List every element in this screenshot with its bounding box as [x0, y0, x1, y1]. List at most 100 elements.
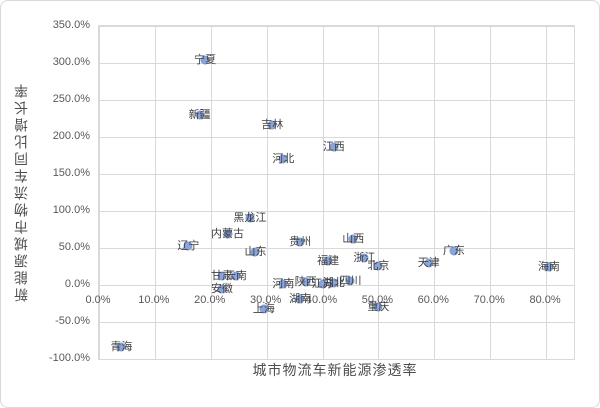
x-gridline	[378, 26, 380, 359]
data-point-label: 四川	[339, 275, 362, 288]
x-tick-label: 80.0%	[529, 294, 561, 306]
y-gridline	[99, 322, 574, 323]
y-tick-label: 150.0%	[52, 167, 90, 179]
y-tick-label: 100.0%	[52, 204, 90, 216]
y-gridline	[99, 211, 574, 212]
x-axis-title: 城市物流车新能源渗透率	[252, 362, 418, 378]
data-point-marker	[245, 213, 255, 223]
y-tick-label: -100.0%	[49, 352, 90, 364]
data-point-marker	[231, 271, 241, 281]
y-tick-label: 200.0%	[52, 130, 90, 142]
x-gridline	[210, 26, 212, 359]
x-tick-label: 10.0%	[138, 294, 170, 306]
data-point-label: 甘肃	[210, 270, 233, 283]
x-tick-label: 40.0%	[305, 294, 338, 306]
data-point-marker	[195, 110, 205, 120]
data-point-label: 海南	[537, 260, 560, 273]
x-gridline	[322, 26, 324, 359]
data-point-label: 北京	[367, 259, 390, 272]
y-gridline	[99, 26, 574, 27]
data-point-label: 陕西	[294, 276, 317, 289]
x-tick-label: 70.0%	[473, 294, 505, 306]
data-point-label: 上海	[252, 302, 275, 315]
data-point-marker	[329, 142, 339, 152]
data-point-label: 宁夏	[194, 54, 217, 67]
y-gridline	[99, 100, 574, 101]
data-point-marker	[217, 271, 227, 281]
data-point-marker	[373, 302, 383, 312]
data-point-label: 天津	[417, 256, 440, 269]
data-point-marker	[301, 277, 311, 287]
data-point-marker	[200, 55, 210, 65]
data-point-marker	[329, 278, 339, 288]
y-tick-label: 350.0%	[52, 19, 90, 31]
data-point-marker	[217, 284, 227, 294]
data-point-marker	[424, 258, 434, 268]
data-point-label: 贵州	[289, 236, 312, 249]
data-point-label: 湖南	[289, 293, 312, 306]
x-gridline	[154, 26, 156, 359]
data-point-label: 山东	[244, 246, 267, 259]
x-tick-label: 30.0%	[250, 294, 282, 306]
data-point-label: 青海	[110, 341, 133, 354]
data-point-label: 浙江	[353, 252, 376, 265]
y-gridline	[99, 359, 574, 360]
data-point-label: 河南	[272, 278, 295, 291]
data-point-label: 辽宁	[177, 239, 200, 252]
y-gridline	[99, 174, 574, 175]
data-point-marker	[259, 304, 269, 314]
data-point-marker	[278, 279, 288, 289]
data-point-marker	[116, 342, 126, 352]
data-point-marker	[449, 246, 459, 256]
data-point-label: 江西	[322, 141, 345, 154]
data-point-label: 山西	[342, 233, 365, 246]
x-tick-label: 0.0%	[85, 294, 111, 306]
data-point-marker	[359, 253, 369, 263]
data-point-marker	[373, 261, 383, 271]
data-point-marker	[318, 279, 328, 289]
data-point-marker	[295, 294, 305, 304]
data-point-label: 安徽	[210, 282, 233, 295]
data-point-label: 黑龙江	[233, 211, 267, 224]
data-point-label: 新疆	[188, 108, 211, 121]
y-tick-label: 250.0%	[52, 93, 90, 105]
x-gridline	[546, 26, 548, 359]
data-point-marker	[183, 241, 193, 251]
data-point-label: 江苏	[311, 278, 334, 291]
x-tick-label: 60.0%	[417, 294, 449, 306]
y-axis-title: 新能源城市物流车同比增长率	[13, 81, 29, 302]
data-point-label: 广东	[442, 244, 465, 257]
data-point-marker	[250, 247, 260, 257]
y-tick-label: 50.0%	[58, 241, 90, 253]
y-tick-label: 0.0%	[64, 278, 90, 290]
data-point-marker	[223, 229, 233, 239]
y-axis-title-container: 新能源城市物流车同比增长率	[9, 25, 33, 358]
data-point-marker	[278, 154, 288, 164]
x-tick-label: 50.0%	[361, 294, 394, 306]
x-tick-label: 20.0%	[194, 294, 226, 306]
y-gridline	[99, 248, 574, 249]
y-tick-label: -50.0%	[55, 315, 90, 327]
y-gridline	[99, 137, 574, 138]
x-gridline	[490, 26, 492, 359]
data-point-marker	[323, 256, 333, 266]
data-point-marker	[544, 262, 554, 271]
x-gridline	[266, 26, 268, 359]
data-point-label: 吉林	[261, 119, 284, 132]
data-point-marker	[348, 234, 358, 244]
y-tick-label: 300.0%	[52, 56, 90, 68]
data-point-label: 云南	[224, 270, 247, 283]
data-point-marker	[267, 120, 277, 130]
y-gridline	[99, 63, 574, 64]
data-point-marker	[295, 237, 305, 247]
data-point-label: 湖北	[322, 276, 345, 289]
plot-area: 宁夏新疆吉林河北 江西黑龙江内蒙古 辽宁山东 贵州 山西 福建 浙江 北京 天津 广东海南甘肃 云南…	[98, 25, 575, 360]
x-gridline	[434, 26, 436, 359]
data-point-label: 福建	[317, 255, 340, 268]
x-gridline	[99, 26, 100, 359]
data-point-label: 内蒙古	[211, 227, 245, 240]
data-point-marker	[345, 276, 355, 286]
data-point-label: 河北	[272, 153, 295, 166]
data-point-label: 重庆	[367, 301, 390, 314]
